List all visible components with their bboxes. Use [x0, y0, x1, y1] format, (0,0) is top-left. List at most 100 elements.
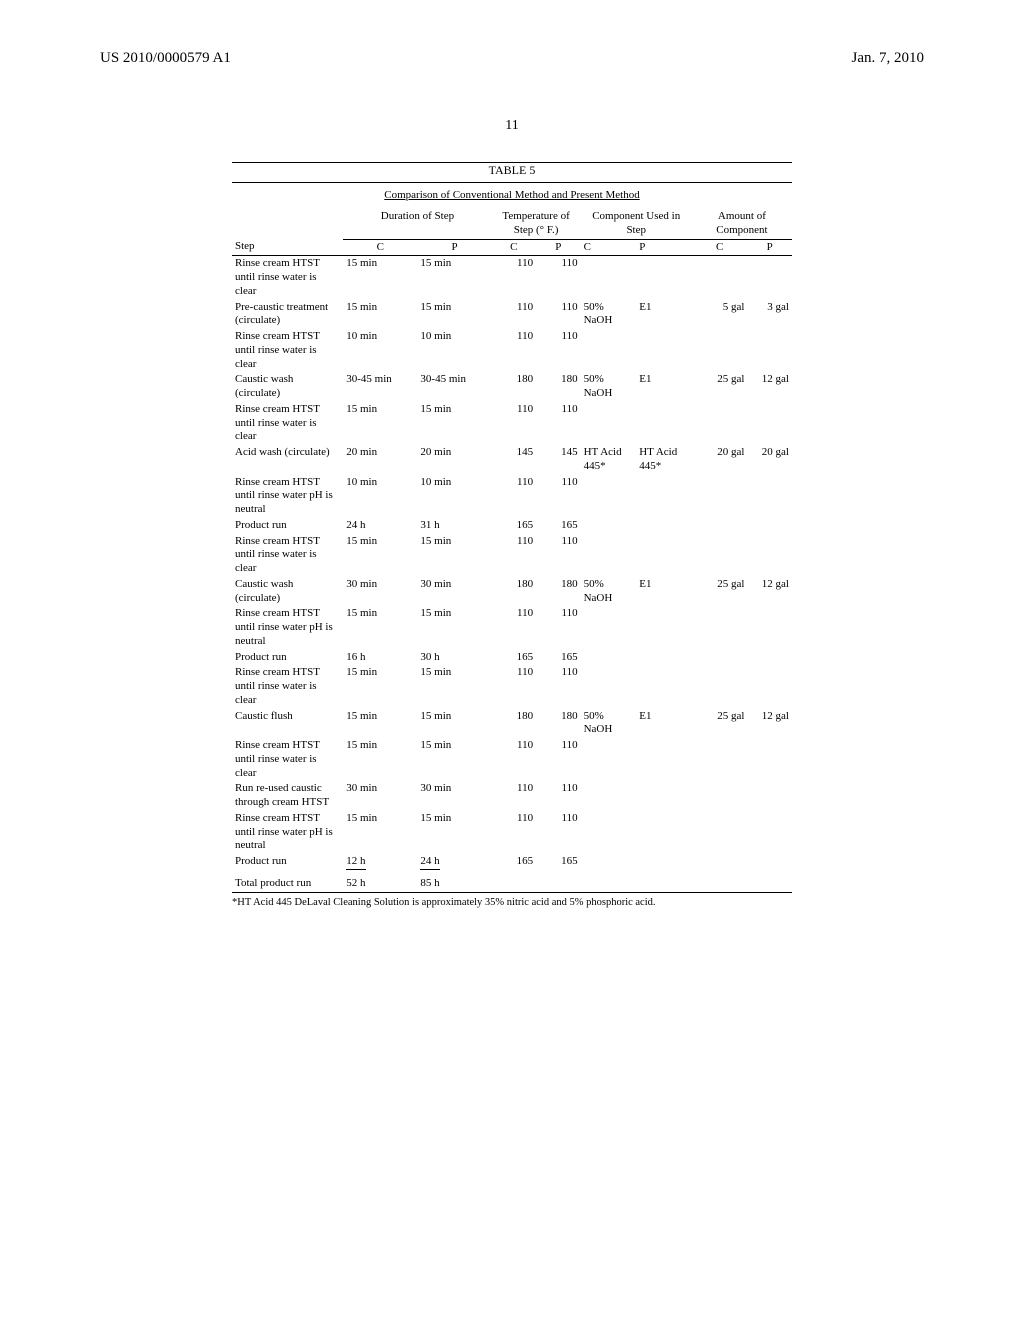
cell-cc: 50% NaOH: [581, 300, 637, 330]
group-duration: Duration of Step: [343, 209, 491, 239]
cell-step: Caustic flush: [232, 709, 343, 739]
cell-tc: 110: [492, 738, 537, 781]
table-label: TABLE 5: [232, 163, 792, 178]
cell-dc: 30 min: [343, 781, 417, 811]
cell-dp: 15 min: [417, 606, 491, 649]
cell-dc: 15 min: [343, 402, 417, 445]
table-row: Run re-used caustic through cream HTST30…: [232, 781, 792, 811]
cell-tc: 110: [492, 534, 537, 577]
cell-tc: 145: [492, 445, 537, 475]
cell-tc: 110: [492, 402, 537, 445]
cell-ap: 12 gal: [747, 709, 792, 739]
cell-ap: [747, 475, 792, 518]
cell-tp: 110: [536, 300, 581, 330]
cell-step: Rinse cream HTST until rinse water pH is…: [232, 811, 343, 854]
col-comp-c: C: [581, 239, 637, 256]
cell-ac: [692, 854, 748, 871]
cell-cp: [636, 650, 692, 666]
comparison-table: Duration of Step Temperature of Step (° …: [232, 209, 792, 893]
cell-dc: 20 min: [343, 445, 417, 475]
cell-cp: [636, 854, 692, 871]
cell-cc: [581, 518, 637, 534]
cell-tc: 110: [492, 665, 537, 708]
cell-dp: 30 min: [417, 781, 491, 811]
table-row: Rinse cream HTST until rinse water is cl…: [232, 329, 792, 372]
cell-tc: 165: [492, 854, 537, 871]
cell-ap: [747, 650, 792, 666]
cell-step: Rinse cream HTST until rinse water is cl…: [232, 256, 343, 300]
cell-step: Rinse cream HTST until rinse water is cl…: [232, 665, 343, 708]
cell-tc: 165: [492, 650, 537, 666]
cell-ap: [747, 738, 792, 781]
cell-ac: 20 gal: [692, 445, 748, 475]
cell-ac: [692, 738, 748, 781]
header-patent-number: US 2010/0000579 A1: [100, 50, 231, 67]
group-header-row: Duration of Step Temperature of Step (° …: [232, 209, 792, 239]
cell-cp: [636, 665, 692, 708]
total-c: 52 h: [343, 871, 417, 892]
table-row: Rinse cream HTST until rinse water pH is…: [232, 606, 792, 649]
cell-cp: [636, 534, 692, 577]
cell-tp: 165: [536, 854, 581, 871]
cell-cc: 50% NaOH: [581, 372, 637, 402]
table-caption: Comparison of Conventional Method and Pr…: [232, 189, 792, 201]
cell-step: Run re-used caustic through cream HTST: [232, 781, 343, 811]
cell-step: Product run: [232, 518, 343, 534]
cell-ac: [692, 781, 748, 811]
cell-step: Caustic wash (circulate): [232, 372, 343, 402]
table-row: Rinse cream HTST until rinse water is cl…: [232, 738, 792, 781]
cell-ap: 20 gal: [747, 445, 792, 475]
cell-cp: [636, 329, 692, 372]
cell-cc: [581, 606, 637, 649]
cell-cc: 50% NaOH: [581, 709, 637, 739]
cell-step: Acid wash (circulate): [232, 445, 343, 475]
cell-dp: 15 min: [417, 709, 491, 739]
cell-dc: 15 min: [343, 534, 417, 577]
cell-cc: [581, 665, 637, 708]
total-row: Total product run52 h85 h: [232, 871, 792, 892]
cell-ap: [747, 854, 792, 871]
col-step: Step: [232, 239, 343, 256]
cell-step: Rinse cream HTST until rinse water pH is…: [232, 606, 343, 649]
cell-ap: [747, 518, 792, 534]
table-row: Caustic wash (circulate)30-45 min30-45 m…: [232, 372, 792, 402]
cell-dp: 15 min: [417, 256, 491, 300]
cell-dp: 15 min: [417, 534, 491, 577]
cell-cp: [636, 606, 692, 649]
cell-dc: 12 h: [343, 854, 417, 871]
cell-tp: 110: [536, 329, 581, 372]
cell-ac: [692, 665, 748, 708]
cell-dc: 24 h: [343, 518, 417, 534]
cell-step: Rinse cream HTST until rinse water is cl…: [232, 738, 343, 781]
cell-cc: [581, 402, 637, 445]
cell-cp: HT Acid 445*: [636, 445, 692, 475]
cell-tp: 145: [536, 445, 581, 475]
cell-dp: 30 min: [417, 577, 491, 607]
cell-dc: 30 min: [343, 577, 417, 607]
col-amt-p: P: [747, 239, 792, 256]
cell-ap: [747, 256, 792, 300]
cell-ap: [747, 402, 792, 445]
cell-ap: 12 gal: [747, 577, 792, 607]
cell-tc: 180: [492, 709, 537, 739]
cell-cp: [636, 402, 692, 445]
cell-tc: 165: [492, 518, 537, 534]
cell-tc: 110: [492, 256, 537, 300]
cell-ap: [747, 534, 792, 577]
cell-ac: [692, 256, 748, 300]
header-date: Jan. 7, 2010: [852, 50, 925, 67]
cell-tc: 110: [492, 606, 537, 649]
cell-cc: [581, 534, 637, 577]
cell-cc: [581, 781, 637, 811]
cell-ac: 5 gal: [692, 300, 748, 330]
cell-tc: 110: [492, 475, 537, 518]
cell-cp: E1: [636, 300, 692, 330]
cell-cp: [636, 256, 692, 300]
cell-tc: 110: [492, 300, 537, 330]
cell-step: Product run: [232, 650, 343, 666]
cell-cc: [581, 811, 637, 854]
cell-ap: [747, 329, 792, 372]
cell-tp: 165: [536, 650, 581, 666]
cell-tp: 180: [536, 577, 581, 607]
cell-cp: [636, 475, 692, 518]
